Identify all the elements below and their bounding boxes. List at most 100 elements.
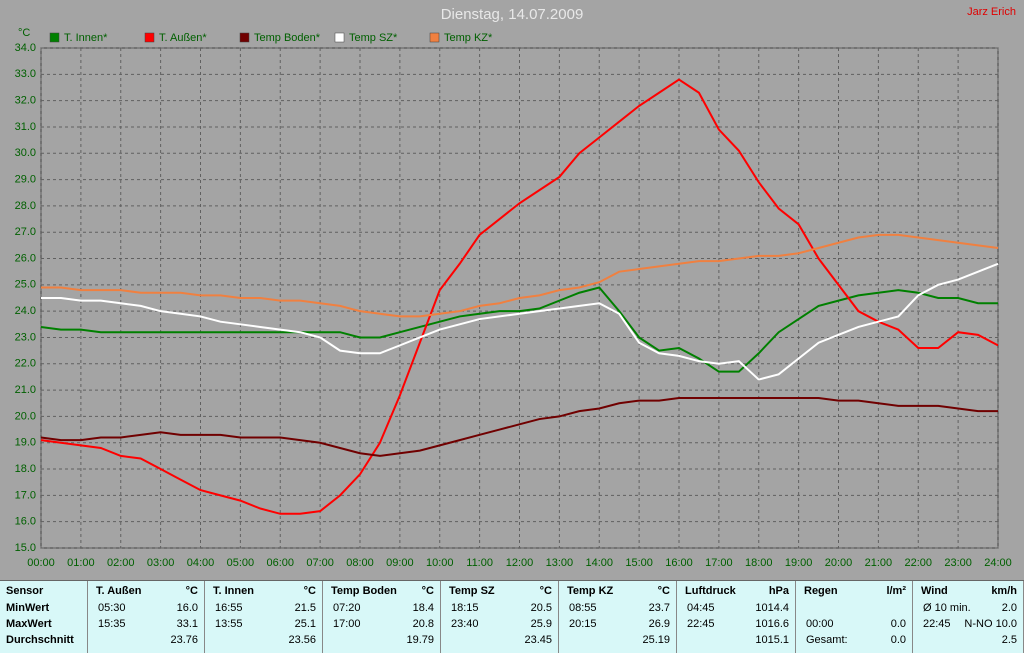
column-header: Luftdruck: [685, 585, 736, 597]
legend-label: T. Innen*: [64, 32, 108, 44]
series-line: [40, 78, 999, 515]
table-column: Temp SZ °C 18:15 20.5 23:40 25.9 23.45: [441, 581, 559, 653]
y-tick-label: 28.0: [15, 200, 36, 212]
x-tick-label: 05:00: [227, 557, 255, 569]
table-column: Wind km/h Ø 10 min. 2.0 22:45 N-NO 10.0 2.5: [913, 581, 1024, 653]
cell-time: 00:00: [806, 618, 834, 630]
x-tick-label: 13:00: [546, 557, 574, 569]
column-header: T. Außen: [96, 585, 142, 597]
cell-value: N-NO 10.0: [964, 618, 1017, 630]
legend-swatch: [429, 32, 440, 43]
row-label: Durchschnitt: [6, 634, 74, 646]
row-label: MinWert: [6, 602, 50, 614]
cell-value: 23.7: [648, 602, 670, 614]
cell-value: 21.5: [294, 602, 316, 614]
series-line: [40, 397, 998, 457]
y-tick-label: 24.0: [15, 305, 36, 317]
x-tick-label: 02:00: [107, 557, 135, 569]
x-tick-label: 00:00: [27, 557, 55, 569]
cell-value: 25.1: [294, 618, 316, 630]
column-unit: °C: [185, 585, 198, 597]
x-tick-label: 01:00: [67, 557, 95, 569]
legend-swatch: [334, 32, 345, 43]
y-tick-label: 20.0: [15, 410, 36, 422]
x-tick-label: 21:00: [865, 557, 893, 569]
cell-time: 23:40: [451, 618, 479, 630]
chart: Dienstag, 14.07.2009 Jarz Erich °C 15.0 1…: [15, 6, 1016, 569]
cell-time: 13:55: [215, 618, 243, 630]
row-label: Sensor: [6, 585, 44, 597]
cell-value: 23.76: [170, 634, 198, 646]
cell-value: 2.0: [1001, 602, 1017, 614]
x-tick-label: 18:00: [745, 557, 773, 569]
cell-time: 20:15: [569, 618, 597, 630]
cell-time: 18:15: [451, 602, 479, 614]
cell-time: 04:45: [687, 602, 715, 614]
series-line: [40, 286, 998, 373]
x-tick-label: 08:00: [346, 557, 374, 569]
table-column: Luftdruck hPa 04:45 1014.4 22:45 1016.6 1015.1: [677, 581, 796, 653]
series-line: [41, 233, 999, 318]
cell-time: 15:35: [98, 618, 126, 630]
y-tick-label: 26.0: [15, 252, 36, 264]
table-column: Regen l/m² 00:00 0.0 Gesamt: 0.0: [796, 581, 913, 653]
cell-time: 16:55: [215, 602, 243, 614]
x-tick-label: 22:00: [904, 557, 932, 569]
cell-value: 26.9: [648, 618, 670, 630]
legend-label: Temp Boden*: [254, 32, 321, 44]
column-header: Regen: [804, 585, 838, 597]
cell-value: 1015.1: [755, 634, 789, 646]
y-tick-label: 23.0: [15, 331, 36, 343]
x-tick-label: 10:00: [426, 557, 454, 569]
y-tick-label: 25.0: [15, 279, 36, 291]
column-unit: °C: [539, 585, 552, 597]
series-line: [41, 262, 999, 381]
table-column: Temp KZ °C 08:55 23.7 20:15 26.9 25.19: [559, 581, 677, 653]
cell-value: 25.19: [642, 634, 670, 646]
legend-swatch: [49, 32, 60, 43]
cell-value: 1014.4: [755, 602, 789, 614]
cell-time: 22:45: [687, 618, 715, 630]
cell-value: 23.45: [524, 634, 552, 646]
column-unit: °C: [657, 585, 670, 597]
column-header: T. Innen: [213, 585, 254, 597]
y-tick-label: 33.0: [15, 68, 36, 80]
y-tick-label: 17.0: [15, 489, 36, 501]
cell-value: 25.9: [530, 618, 552, 630]
y-tick-label: 34.0: [15, 42, 36, 54]
x-tick-label: 07:00: [306, 557, 334, 569]
x-tick-label: 19:00: [785, 557, 813, 569]
column-header: Temp Boden: [331, 585, 397, 597]
y-tick-label: 22.0: [15, 358, 36, 370]
x-tick-label: 11:00: [466, 557, 493, 569]
y-tick-label: 18.0: [15, 463, 36, 475]
x-tick-label: 14:00: [585, 557, 613, 569]
y-tick-label: 31.0: [15, 121, 36, 133]
column-unit: °C: [421, 585, 434, 597]
y-tick-label: 21.0: [15, 384, 36, 396]
column-unit: hPa: [768, 585, 789, 597]
column-header: Wind: [921, 585, 948, 597]
cell-value: 0.0: [890, 618, 906, 630]
cell-value: 0.0: [890, 634, 906, 646]
x-tick-label: 09:00: [386, 557, 414, 569]
y-tick-label: 30.0: [15, 147, 36, 159]
y-tick-label: 19.0: [15, 437, 36, 449]
cell-time: 07:20: [333, 602, 361, 614]
cell-value: 19.79: [406, 634, 434, 646]
x-tick-label: 20:00: [825, 557, 853, 569]
y-tick-label: 15.0: [15, 542, 36, 554]
column-header: Temp KZ: [567, 585, 614, 597]
legend-swatch: [239, 32, 250, 43]
cell-time: Ø 10 min.: [923, 602, 971, 614]
y-tick-label: 27.0: [15, 226, 36, 238]
x-tick-label: 24:00: [984, 557, 1012, 569]
table-column: T. Außen °C 05:30 16.0 15:35 33.1 23.76: [88, 581, 205, 653]
x-tick-label: 03:00: [147, 557, 175, 569]
x-tick-label: 12:00: [506, 557, 534, 569]
x-tick-label: 17:00: [705, 557, 733, 569]
cell-value: 20.5: [530, 602, 552, 614]
x-tick-label: 06:00: [266, 557, 294, 569]
legend-swatch: [144, 32, 155, 43]
